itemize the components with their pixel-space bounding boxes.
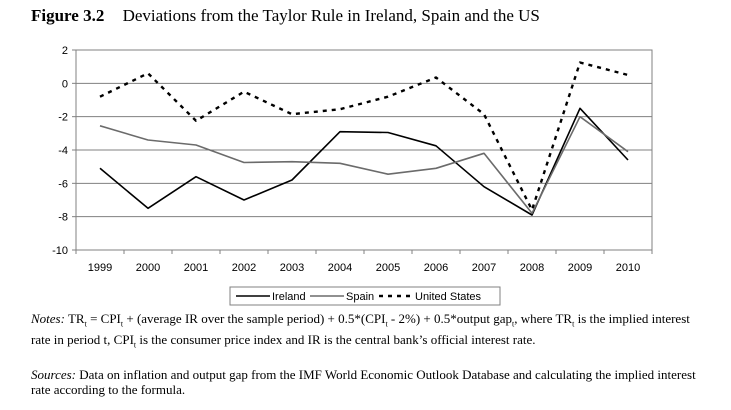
x-tick-label: 2000 — [136, 262, 160, 274]
figure-notes: Notes: TRt = CPIt + (average IR over the… — [31, 311, 711, 352]
x-tick-label: 2001 — [184, 262, 208, 274]
y-tick-label: -4 — [58, 145, 68, 157]
sources-lead: Sources: — [31, 367, 77, 382]
x-tick-label: 2006 — [424, 262, 448, 274]
x-tick-label: 1999 — [88, 262, 112, 274]
legend-label: United States — [415, 291, 482, 303]
y-tick-label: 0 — [62, 78, 68, 90]
series-lines — [99, 61, 629, 216]
legend-label: Spain — [346, 291, 374, 303]
x-tick-label: 2002 — [232, 262, 256, 274]
sources-body: Data on inflation and output gap from th… — [31, 367, 696, 397]
x-tick-label: 2003 — [280, 262, 304, 274]
figure-label: Figure 3.2 — [31, 6, 105, 25]
figure-title: Figure 3.2 Deviations from the Taylor Ru… — [31, 6, 540, 26]
legend: Ireland Spain United States — [229, 286, 501, 306]
x-tick-label: 2010 — [616, 262, 640, 274]
x-tick-label: 2009 — [568, 262, 592, 274]
y-tick-label: -6 — [58, 178, 68, 190]
x-tick-label: 2008 — [520, 262, 544, 274]
y-tick-label: -2 — [58, 112, 68, 124]
grid-lines — [76, 82, 652, 218]
line-chart: 2 0 -2 -4 -6 -8 -10 1999 2000 2001 2002 2003 2004 20… — [52, 45, 653, 306]
y-tick-label: 2 — [62, 45, 68, 57]
y-tick-label: -10 — [52, 245, 68, 257]
legend-label: Ireland — [272, 291, 306, 303]
series-line-spain — [99, 115, 629, 215]
x-tick-label: 2004 — [328, 262, 352, 274]
figure-caption: Deviations from the Taylor Rule in Irela… — [122, 6, 540, 25]
notes-lead: Notes: — [31, 311, 65, 326]
series-line-united-states — [99, 61, 629, 212]
legend-box — [229, 286, 501, 306]
figure-sources: Sources: Data on inflation and output ga… — [31, 367, 711, 397]
x-tick-label: 2005 — [376, 262, 400, 274]
y-axis-ticks: 2 0 -2 -4 -6 -8 -10 — [52, 45, 76, 257]
x-axis-ticks: 1999 2000 2001 2002 2003 2004 2005 2006 2007 2008… — [75, 250, 653, 274]
y-tick-label: -8 — [58, 212, 68, 224]
x-tick-label: 2007 — [472, 262, 496, 274]
notes-body: TRt = CPIt + (average IR over the sample… — [31, 311, 690, 350]
